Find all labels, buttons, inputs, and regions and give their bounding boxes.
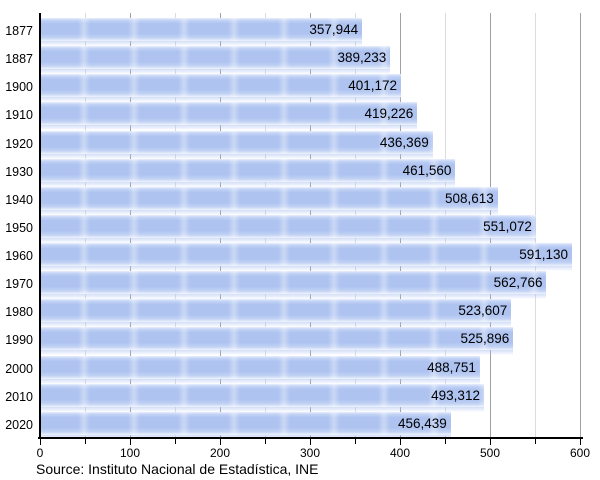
bar-value-label: 562,766 xyxy=(493,275,543,291)
bar-row: 461,560 xyxy=(40,154,580,188)
x-axis-line xyxy=(38,437,583,439)
bar-value-label: 523,607 xyxy=(458,303,508,319)
bar-value-label: 456,439 xyxy=(397,415,447,431)
y-axis-category-label: 2020 xyxy=(5,417,33,432)
bar: 551,072 xyxy=(40,214,536,244)
x-axis-tick xyxy=(175,439,176,444)
bar: 401,172 xyxy=(40,74,402,104)
y-axis-category-label: 1930 xyxy=(5,164,33,179)
bar-row: 401,172 xyxy=(40,69,580,104)
y-axis-category-label: 1940 xyxy=(5,192,33,207)
bar-row: 389,233 xyxy=(40,41,580,76)
y-axis-category-label: 1980 xyxy=(5,305,33,320)
x-axis-tick-label: 200 xyxy=(209,446,231,460)
bar-row: 436,369 xyxy=(40,126,580,160)
bar-value-label: 591,130 xyxy=(519,247,569,262)
bar: 562,766 xyxy=(40,271,547,301)
bar-value-label: 488,751 xyxy=(427,359,476,375)
bar-row: 591,130 xyxy=(40,238,580,272)
bar-row: 493,312 xyxy=(40,379,580,413)
bar-value-label: 551,072 xyxy=(483,218,532,234)
x-axis-tick xyxy=(400,439,401,445)
bar-row: 488,751 xyxy=(40,351,580,385)
x-axis-tick xyxy=(265,439,266,444)
bar: 508,613 xyxy=(40,186,498,216)
y-axis-category-labels: 1877 1887 1900 1910 1920 1930 1940 1950 1960 1970… xyxy=(0,17,35,439)
y-axis-category-label: 1950 xyxy=(5,220,33,235)
bar-row: 562,766 xyxy=(40,266,580,301)
x-axis-tick xyxy=(580,439,581,445)
x-axis-tick-label: 300 xyxy=(299,446,321,460)
x-axis-tick-label: 600 xyxy=(569,446,591,460)
bar-value-label: 357,944 xyxy=(309,22,359,37)
x-axis-tick xyxy=(355,439,356,444)
bar: 488,751 xyxy=(40,355,480,385)
x-axis-tick xyxy=(85,439,86,444)
bar: 357,944 xyxy=(40,18,363,47)
bar-value-label: 436,369 xyxy=(379,134,429,150)
y-axis-category-label: 2000 xyxy=(5,361,33,376)
x-axis-tick xyxy=(490,439,491,445)
x-axis-tick xyxy=(445,439,446,444)
x-axis-tick xyxy=(40,439,41,445)
x-gridline-major xyxy=(580,13,581,437)
bar-value-label: 401,172 xyxy=(348,78,398,94)
bar: 461,560 xyxy=(40,158,456,188)
bar: 525,896 xyxy=(40,327,514,357)
bar-value-label: 508,613 xyxy=(444,190,494,206)
y-axis-category-label: 1887 xyxy=(5,52,33,67)
bar-value-label: 389,233 xyxy=(337,50,387,66)
x-axis-tick xyxy=(310,439,311,445)
bar-row: 456,439 xyxy=(40,407,580,437)
y-axis-category-label: 1900 xyxy=(5,80,33,95)
bar-row: 357,944 xyxy=(40,13,580,47)
bar: 523,607 xyxy=(40,299,512,329)
y-axis-category-label: 1990 xyxy=(5,333,33,348)
bar-value-label: 461,560 xyxy=(402,162,452,178)
bar-row: 551,072 xyxy=(40,210,580,244)
bar-row: 523,607 xyxy=(40,294,580,329)
bar-value-label: 419,226 xyxy=(364,106,414,122)
bar-row: 419,226 xyxy=(40,97,580,132)
y-axis-category-label: 1910 xyxy=(5,108,33,123)
y-axis-category-label: 1877 xyxy=(5,24,33,39)
x-axis-tick-label: 500 xyxy=(479,446,501,460)
bar: 591,130 xyxy=(40,243,573,272)
bar-row: 525,896 xyxy=(40,322,580,357)
x-axis-tick-label: 400 xyxy=(389,446,411,460)
source-note: Source: Instituto Nacional de Estadístic… xyxy=(36,461,319,477)
plot-area: 357,944 389,233 401,172 419,226 436,369 461,5… xyxy=(40,13,581,437)
y-axis-category-label: 1970 xyxy=(5,277,33,292)
bar-value-label: 525,896 xyxy=(460,331,510,347)
bar-value-label: 493,312 xyxy=(431,387,480,403)
y-axis-category-label: 1920 xyxy=(5,136,33,151)
bar: 456,439 xyxy=(40,411,451,437)
bar: 436,369 xyxy=(40,130,433,160)
bar-row: 508,613 xyxy=(40,182,580,216)
x-axis-tick xyxy=(535,439,536,444)
bar: 419,226 xyxy=(40,102,418,132)
bar: 493,312 xyxy=(40,383,484,413)
x-axis-tick-label: 100 xyxy=(119,446,141,460)
x-axis-tick xyxy=(220,439,221,445)
y-axis-category-label: 1960 xyxy=(5,249,33,264)
x-axis-tick-label: 0 xyxy=(36,446,44,460)
y-axis-category-label: 2010 xyxy=(5,389,33,404)
y-axis-line xyxy=(39,13,41,439)
bar: 389,233 xyxy=(40,46,391,76)
x-axis-tick xyxy=(130,439,131,445)
bar-rows: 357,944 389,233 401,172 419,226 436,369 461,5… xyxy=(40,13,580,437)
